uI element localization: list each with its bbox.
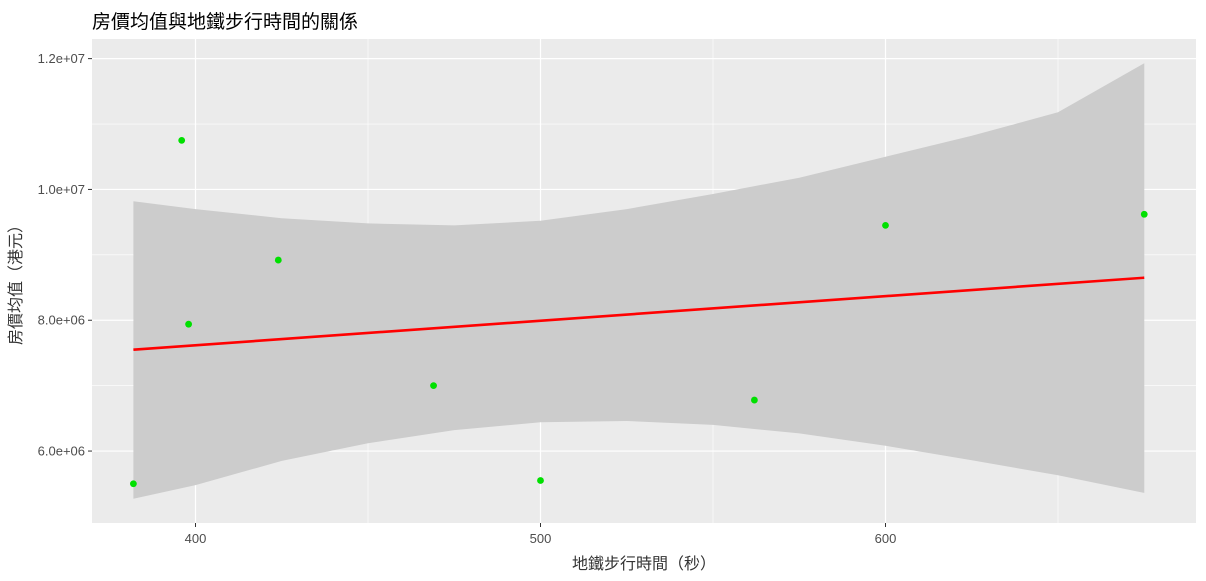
data-point: [130, 480, 137, 488]
y-axis-title: 房價均值（港元）: [6, 217, 25, 345]
x-axis-title: 地鐵步行時間（秒）: [572, 554, 716, 573]
x-tick-label: 600: [875, 531, 897, 546]
y-tick-label: 6.0e+06: [38, 444, 85, 459]
y-tick-label: 1.2e+07: [38, 51, 85, 66]
chart-title: 房價均值與地鐵步行時間的關係: [92, 11, 358, 33]
y-tick-label: 1.0e+07: [38, 182, 85, 197]
x-tick-label: 500: [530, 531, 552, 546]
y-axis: 6.0e+06 8.0e+06 1.0e+07 1.2e+07: [38, 51, 92, 459]
x-tick-label: 400: [185, 531, 207, 546]
data-points: [130, 136, 1148, 488]
data-point: [1140, 210, 1148, 218]
data-point: [274, 256, 282, 264]
regression-line: [133, 276, 1145, 351]
data-point: [430, 382, 437, 390]
confidence-band-area: [133, 63, 1145, 499]
data-point: [185, 320, 193, 328]
confidence-band: [133, 63, 1145, 499]
regression-line-group: [133, 276, 1145, 351]
data-point: [751, 396, 758, 404]
y-tick-label: 8.0e+06: [38, 313, 85, 328]
data-point: [537, 477, 544, 484]
x-axis: 400 500 600: [185, 523, 897, 546]
data-point: [178, 136, 186, 144]
data-point: [882, 222, 889, 229]
